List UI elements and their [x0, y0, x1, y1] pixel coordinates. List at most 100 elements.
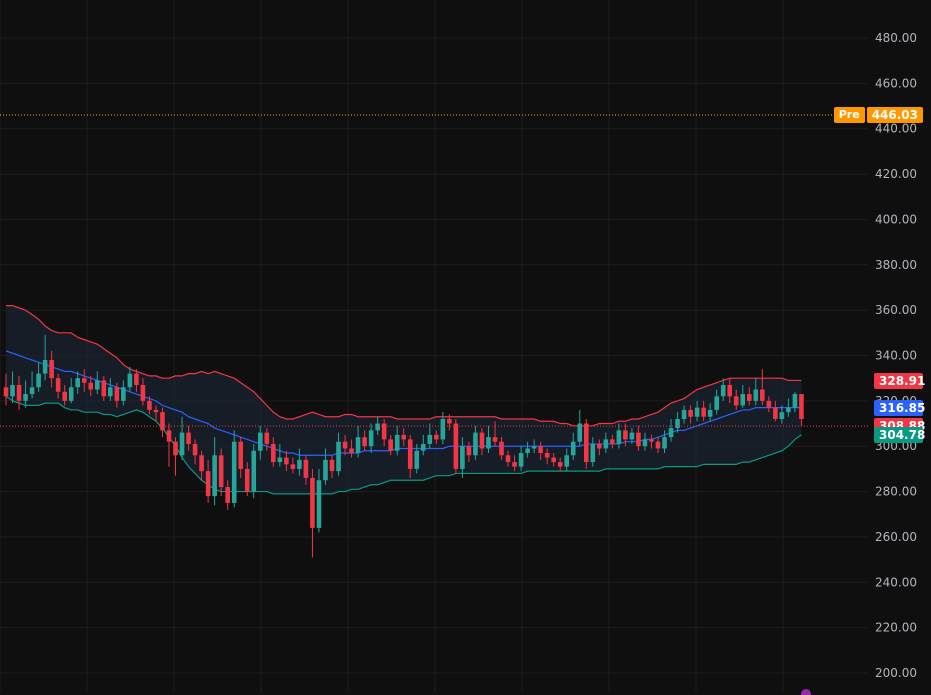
candle-body [199, 455, 204, 472]
candle-body [694, 407, 700, 417]
candle-body [649, 439, 654, 442]
candle-body [323, 459, 328, 481]
candle-body [179, 432, 185, 456]
candle-body [355, 437, 361, 454]
candle-body [271, 443, 276, 463]
y-tick-label: 200.00 [875, 666, 917, 680]
candle-body [603, 439, 609, 449]
candle-body [160, 412, 165, 431]
candle-body [244, 468, 250, 492]
candle-body [394, 434, 400, 451]
y-tick-label: 380.00 [875, 258, 917, 272]
candle-body [551, 457, 556, 463]
candle-body [434, 434, 439, 440]
indicator-dot-icon [801, 689, 811, 695]
candle-body [733, 396, 739, 406]
candle-body [134, 373, 139, 385]
candle-body [94, 380, 100, 390]
y-tick-label: 340.00 [875, 349, 917, 363]
upper-band-price-tag: 328.91 [874, 372, 925, 389]
candle-body [642, 439, 648, 447]
candle-body [42, 360, 48, 374]
candle-body [466, 446, 472, 456]
candle-body [251, 450, 257, 492]
candle-body [231, 441, 237, 503]
premarket-label: Pre [833, 107, 865, 124]
candle-body [799, 394, 804, 419]
candle-body [192, 443, 198, 456]
lower-band-price-tag: 304.78 [874, 427, 925, 444]
candle-body [16, 384, 22, 401]
candle-body [486, 437, 491, 449]
candle-body [290, 464, 296, 469]
candle-body [173, 441, 178, 456]
candle-body [460, 446, 465, 469]
candle-body [675, 419, 680, 429]
candle-body [792, 394, 798, 408]
candle-body [773, 407, 778, 419]
candle-body [531, 446, 537, 449]
y-tick-label: 220.00 [875, 621, 917, 635]
candle-body [381, 423, 387, 440]
candle-body [701, 407, 706, 417]
candle-body [518, 453, 524, 467]
y-tick-label: 280.00 [875, 485, 917, 499]
candle-body [492, 437, 498, 442]
band-fill [6, 305, 802, 494]
candle-body [688, 409, 693, 417]
candle-body [212, 455, 217, 497]
candle-body [407, 439, 413, 469]
candle-body [681, 409, 687, 419]
candle-body [238, 441, 244, 469]
candle-body [68, 387, 74, 401]
candle-body [101, 380, 107, 397]
candle-body [49, 360, 54, 379]
candle-body [414, 450, 420, 469]
candle-body [316, 480, 322, 528]
candle-body [36, 373, 41, 388]
candle-body [401, 434, 407, 440]
candle-body [779, 412, 785, 419]
candle-body [303, 459, 309, 478]
candle-body [766, 400, 772, 408]
premarket-price-tag: Pre 446.03 [833, 107, 923, 124]
candle-body [662, 437, 667, 449]
candle-body [668, 428, 674, 438]
candle-body [114, 387, 120, 401]
candle-body [349, 448, 354, 454]
candle-body [29, 387, 35, 395]
candle-body [753, 389, 759, 401]
candle-body [153, 409, 159, 413]
y-tick-label: 480.00 [875, 31, 917, 45]
y-tick-label: 400.00 [875, 212, 917, 226]
candle-body [147, 400, 152, 410]
candle-body [108, 387, 113, 397]
candle-body [512, 462, 517, 467]
candle-body [746, 394, 752, 401]
candle-body [570, 441, 576, 456]
candle-body [388, 439, 393, 451]
candle-body [583, 423, 589, 463]
candle-body [336, 441, 341, 472]
candle-body [297, 459, 302, 469]
candle-body [55, 378, 61, 392]
candle-body [140, 384, 146, 401]
candle-body [714, 396, 719, 410]
upper-band-line [6, 305, 802, 427]
candle-body [447, 419, 452, 424]
candle-body [616, 430, 622, 444]
candle-body [786, 407, 791, 413]
candle-body [284, 457, 289, 465]
candle-body [62, 391, 67, 401]
candle-body [760, 389, 765, 401]
candle-body [329, 459, 335, 472]
candle-body [75, 378, 81, 388]
candle-body [225, 487, 230, 503]
candle-body [623, 430, 628, 440]
candle-body [205, 471, 211, 497]
candle-body [121, 387, 126, 401]
candle-body [707, 409, 713, 417]
candle-body [505, 455, 511, 463]
candle-body [81, 378, 87, 383]
